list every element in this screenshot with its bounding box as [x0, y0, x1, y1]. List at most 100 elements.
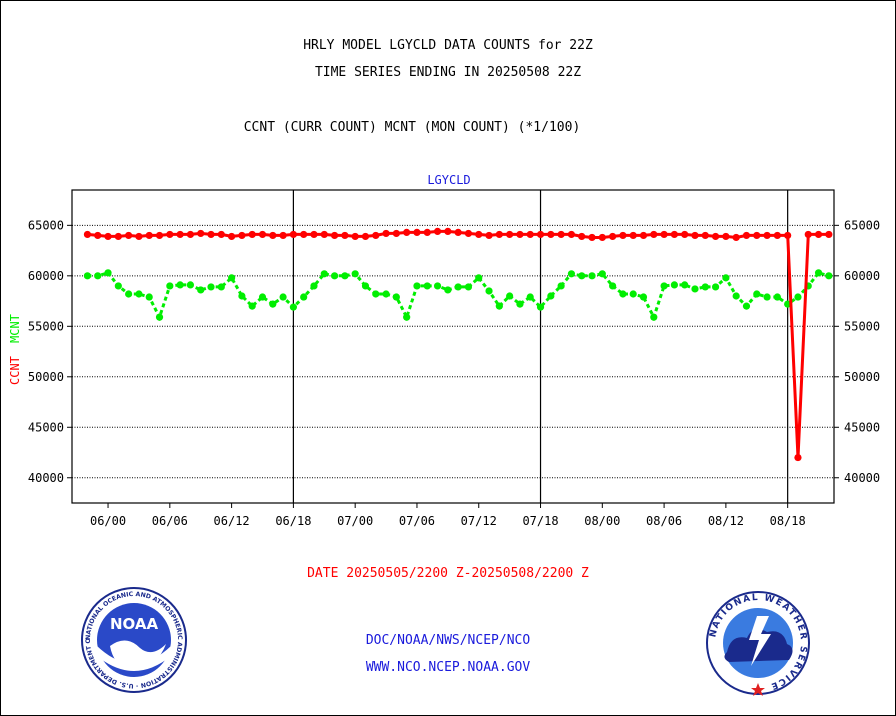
- data-point-mcnt: [578, 272, 586, 280]
- data-point-ccnt: [382, 229, 390, 238]
- data-point-ccnt: [300, 230, 308, 239]
- data-point-mcnt: [310, 282, 318, 290]
- data-point-ccnt: [145, 231, 153, 240]
- data-point-ccnt: [639, 231, 648, 240]
- data-point-ccnt: [485, 231, 493, 240]
- data-point-ccnt: [506, 230, 514, 239]
- data-point-ccnt: [186, 230, 195, 239]
- data-point-ccnt: [372, 231, 380, 240]
- website-link[interactable]: WWW.NCO.NCEP.NOAA.GOV: [365, 660, 531, 675]
- data-point-mcnt: [609, 282, 617, 290]
- data-point-mcnt: [207, 283, 215, 291]
- data-point-ccnt: [217, 230, 225, 239]
- y-tick-label-right: 65000: [844, 218, 880, 232]
- data-point-mcnt: [701, 283, 709, 291]
- data-point-mcnt: [289, 303, 297, 311]
- data-point-mcnt: [670, 281, 678, 289]
- data-point-ccnt: [197, 229, 205, 238]
- data-point-mcnt: [341, 272, 349, 280]
- data-point-mcnt: [753, 290, 761, 298]
- y-tick-label-right: 60000: [844, 269, 880, 283]
- data-point-mcnt: [320, 270, 328, 278]
- y-tick-label-left: 55000: [28, 319, 64, 333]
- data-point-mcnt: [330, 272, 339, 280]
- x-tick-label: 07/18: [522, 514, 558, 528]
- data-point-ccnt: [650, 230, 658, 239]
- data-point-ccnt: [403, 228, 411, 237]
- x-tick-label: 07/12: [461, 514, 497, 528]
- data-point-ccnt: [598, 233, 606, 242]
- data-point-mcnt: [691, 285, 699, 293]
- data-point-ccnt: [794, 453, 802, 462]
- x-tick-label: 08/12: [708, 514, 744, 528]
- data-point-ccnt: [670, 230, 678, 239]
- data-point-ccnt: [341, 231, 349, 240]
- data-point-ccnt: [114, 232, 122, 241]
- data-point-mcnt: [217, 283, 225, 291]
- data-point-ccnt: [578, 232, 586, 241]
- data-point-mcnt: [166, 282, 174, 290]
- doc-path-link[interactable]: DOC/NOAA/NWS/NCEP/NCO: [365, 633, 531, 648]
- data-point-ccnt: [279, 231, 287, 240]
- data-point-ccnt: [567, 230, 576, 239]
- data-point-ccnt: [681, 230, 689, 239]
- data-point-mcnt: [145, 293, 153, 301]
- data-point-ccnt: [166, 230, 174, 239]
- data-point-mcnt: [433, 282, 442, 290]
- data-point-mcnt: [114, 282, 122, 290]
- data-point-ccnt: [392, 229, 400, 238]
- x-tick-label: 08/00: [584, 514, 620, 528]
- data-point-mcnt: [279, 293, 287, 301]
- x-tick-label: 08/06: [646, 514, 682, 528]
- data-point-mcnt: [361, 282, 370, 290]
- data-point-mcnt: [176, 281, 184, 289]
- data-point-ccnt: [753, 231, 761, 240]
- chart-title-line2: TIME SERIES ENDING IN 20250508 22Z: [314, 65, 582, 80]
- series-line-ccnt: [87, 229, 829, 458]
- data-point-mcnt: [135, 290, 143, 298]
- data-point-ccnt: [701, 231, 709, 240]
- data-point-mcnt: [711, 283, 720, 291]
- data-point-mcnt: [475, 274, 483, 282]
- data-point-mcnt: [392, 293, 400, 301]
- data-point-mcnt: [104, 269, 112, 277]
- data-point-mcnt: [351, 270, 359, 278]
- data-point-ccnt: [361, 232, 370, 241]
- data-point-mcnt: [588, 272, 596, 280]
- data-point-mcnt: [125, 290, 133, 298]
- x-tick-label: 06/12: [214, 514, 250, 528]
- data-point-mcnt: [773, 293, 781, 301]
- data-point-mcnt: [629, 290, 637, 298]
- data-point-mcnt: [825, 272, 833, 280]
- x-tick-label: 06/18: [275, 514, 311, 528]
- chart-title-line3: CCNT (CURR COUNT) MCNT (MON COUNT) (*1/1…: [243, 120, 581, 135]
- noaa-logo-text: NOAA: [110, 615, 159, 633]
- data-point-mcnt: [547, 292, 555, 300]
- data-point-ccnt: [732, 233, 740, 242]
- data-point-mcnt: [248, 302, 256, 310]
- data-point-ccnt: [536, 230, 545, 239]
- data-point-ccnt: [444, 227, 452, 235]
- data-point-mcnt: [485, 287, 493, 295]
- axis-layer: 40000 40000 45000 45000 50000 50000 55000 55000…: [8, 218, 880, 528]
- data-point-ccnt: [773, 231, 781, 240]
- data-point-ccnt: [155, 231, 164, 240]
- data-point-ccnt: [135, 232, 143, 241]
- x-tick-label: 07/00: [337, 514, 373, 528]
- x-tick-label: 06/06: [152, 514, 188, 528]
- data-point-ccnt: [691, 231, 699, 240]
- data-point-ccnt: [248, 230, 256, 239]
- data-point-ccnt: [588, 233, 596, 242]
- x-tick-label: 07/06: [399, 514, 435, 528]
- series-line-mcnt: [87, 271, 830, 322]
- data-point-mcnt: [228, 274, 236, 282]
- data-point-ccnt: [413, 228, 421, 237]
- data-point-ccnt: [433, 227, 442, 235]
- data-point-ccnt: [454, 228, 462, 237]
- data-point-mcnt: [155, 313, 164, 321]
- data-point-mcnt: [464, 283, 473, 291]
- data-point-ccnt: [289, 230, 297, 239]
- data-point-mcnt: [238, 292, 246, 300]
- noaa-logo-icon: NATIONAL OCEANIC AND ATMOSPHERIC ADMINIS…: [80, 586, 187, 693]
